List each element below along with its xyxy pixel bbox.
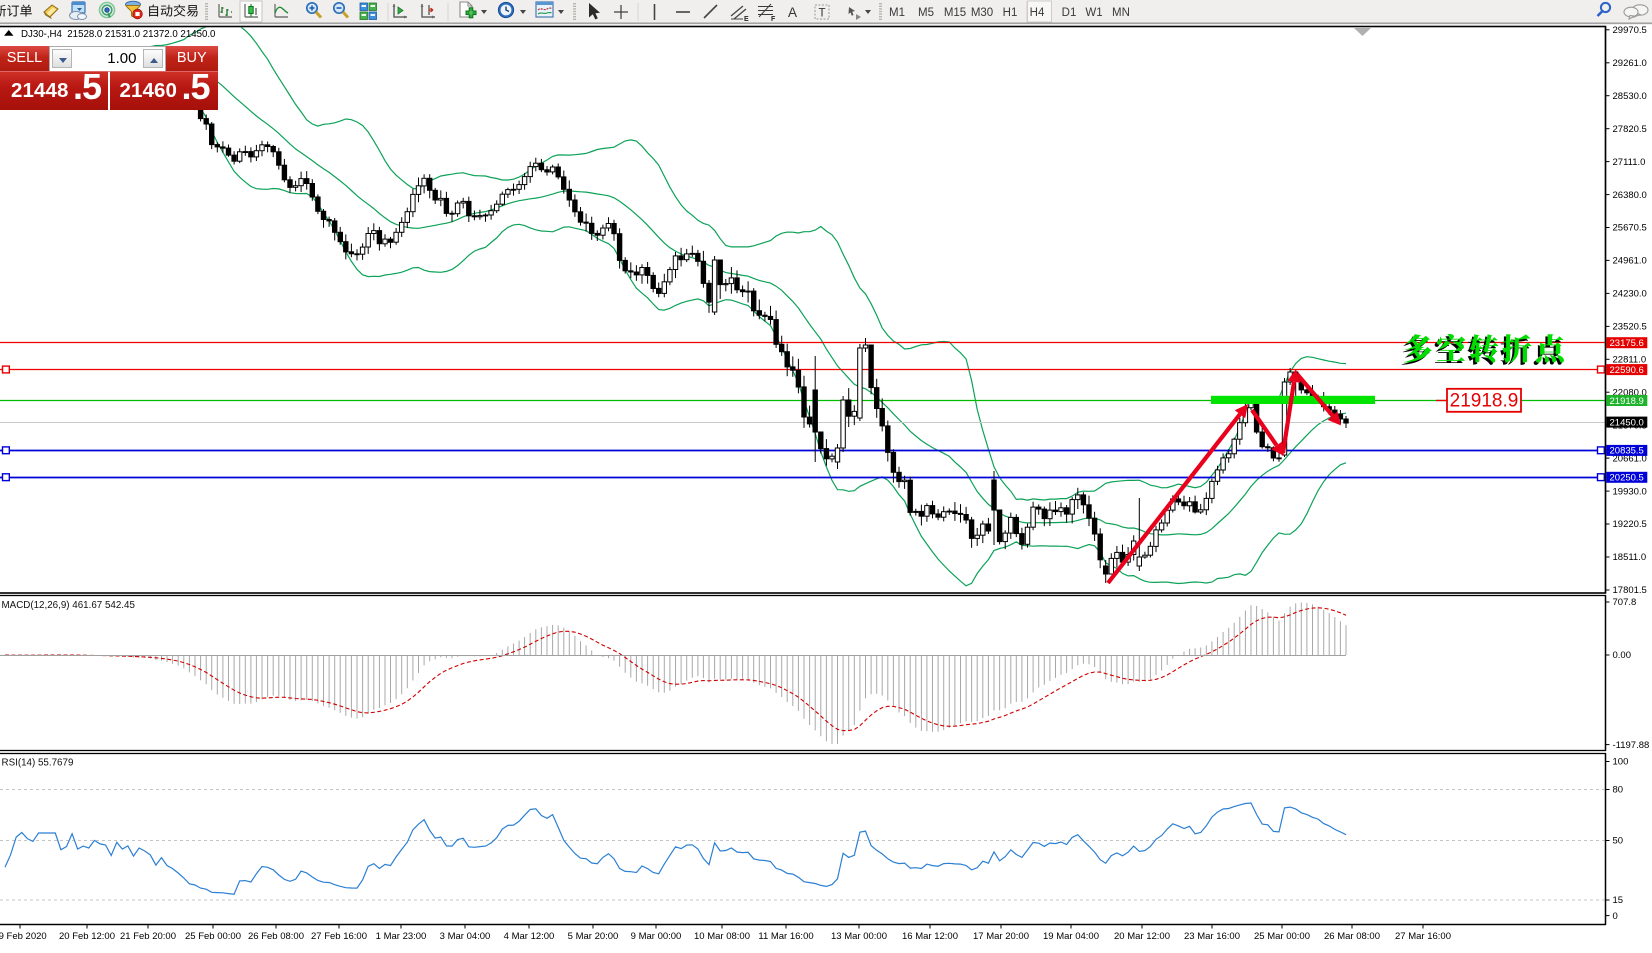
svg-text:H1: H1 xyxy=(1003,7,1018,19)
svg-text:21450.0: 21450.0 xyxy=(1610,417,1644,428)
svg-text:11 Mar 16:00: 11 Mar 16:00 xyxy=(758,931,813,942)
svg-text:19930.0: 19930.0 xyxy=(1613,486,1647,497)
svg-text:21918.9: 21918.9 xyxy=(1610,396,1644,407)
svg-text:19 Feb 2020: 19 Feb 2020 xyxy=(0,931,47,942)
svg-text:26 Mar 08:00: 26 Mar 08:00 xyxy=(1324,931,1380,942)
svg-text:50: 50 xyxy=(1613,836,1624,847)
svg-text:10 Mar 08:00: 10 Mar 08:00 xyxy=(694,931,750,942)
svg-text:F: F xyxy=(771,16,776,23)
svg-text:21 Feb 20:00: 21 Feb 20:00 xyxy=(120,931,176,942)
svg-text:D1: D1 xyxy=(1062,7,1077,19)
svg-text:80: 80 xyxy=(1613,785,1624,796)
svg-text:20 Mar 12:00: 20 Mar 12:00 xyxy=(1114,931,1170,942)
svg-text:29970.5: 29970.5 xyxy=(1613,25,1647,36)
svg-text:-1197.88: -1197.88 xyxy=(1613,740,1650,751)
svg-text:MN: MN xyxy=(1112,7,1130,19)
svg-text:9 Mar 00:00: 9 Mar 00:00 xyxy=(631,931,682,942)
svg-text:19220.5: 19220.5 xyxy=(1613,519,1647,530)
svg-text:M30: M30 xyxy=(971,7,993,19)
svg-text:W1: W1 xyxy=(1085,7,1102,19)
svg-text:20835.5: 20835.5 xyxy=(1610,446,1644,457)
svg-text:0: 0 xyxy=(1613,911,1618,922)
svg-text:MACD(12,26,9) 461.67 542.45: MACD(12,26,9) 461.67 542.45 xyxy=(2,600,136,611)
svg-text:H4: H4 xyxy=(1030,7,1045,19)
svg-text:RSI(14) 55.7679: RSI(14) 55.7679 xyxy=(2,758,74,769)
svg-text:15: 15 xyxy=(1613,895,1624,906)
svg-text:707.8: 707.8 xyxy=(1613,597,1637,608)
svg-text:27820.5: 27820.5 xyxy=(1613,124,1647,135)
svg-text:23 Mar 16:00: 23 Mar 16:00 xyxy=(1184,931,1240,942)
svg-text:16 Mar 12:00: 16 Mar 12:00 xyxy=(902,931,958,942)
svg-text:13 Mar 00:00: 13 Mar 00:00 xyxy=(831,931,887,942)
svg-text:A: A xyxy=(788,5,797,20)
svg-text:23520.5: 23520.5 xyxy=(1613,322,1647,333)
svg-text:20661.0: 20661.0 xyxy=(1613,453,1647,464)
svg-text:27 Feb 16:00: 27 Feb 16:00 xyxy=(311,931,367,942)
svg-text:21918.9: 21918.9 xyxy=(1450,391,1519,412)
svg-text:25670.5: 25670.5 xyxy=(1613,223,1647,234)
svg-text:20 Feb 12:00: 20 Feb 12:00 xyxy=(59,931,115,942)
svg-text:26 Feb 08:00: 26 Feb 08:00 xyxy=(248,931,304,942)
svg-text:17 Mar 20:00: 17 Mar 20:00 xyxy=(973,931,1029,942)
svg-text:DJ30-,H4 21528.0 21531.0 2137: DJ30-,H4 21528.0 21531.0 21372.0 21450.0 xyxy=(21,29,216,40)
svg-text:22811.0: 22811.0 xyxy=(1613,355,1647,366)
svg-text:19 Mar 04:00: 19 Mar 04:00 xyxy=(1043,931,1099,942)
svg-text:100: 100 xyxy=(1613,757,1629,768)
svg-text:24230.0: 24230.0 xyxy=(1613,289,1647,300)
svg-text:17801.5: 17801.5 xyxy=(1613,585,1647,596)
svg-text:26380.0: 26380.0 xyxy=(1613,190,1647,201)
svg-text:28530.0: 28530.0 xyxy=(1613,91,1647,102)
svg-text:4 Mar 12:00: 4 Mar 12:00 xyxy=(504,931,555,942)
svg-text:22080.0: 22080.0 xyxy=(1613,387,1647,398)
svg-text:18511.0: 18511.0 xyxy=(1613,552,1647,563)
svg-text:25 Feb 00:00: 25 Feb 00:00 xyxy=(185,931,241,942)
svg-text:M15: M15 xyxy=(944,7,966,19)
svg-text:1 Mar 23:00: 1 Mar 23:00 xyxy=(376,931,427,942)
svg-text:0.00: 0.00 xyxy=(1613,650,1632,661)
svg-text:23175.6: 23175.6 xyxy=(1610,338,1644,349)
svg-text:5 Mar 20:00: 5 Mar 20:00 xyxy=(568,931,619,942)
svg-text:E: E xyxy=(744,16,749,23)
svg-text:29261.0: 29261.0 xyxy=(1613,58,1647,69)
svg-text:T: T xyxy=(819,8,826,20)
svg-text:22590.6: 22590.6 xyxy=(1610,365,1644,376)
svg-text:25 Mar 00:00: 25 Mar 00:00 xyxy=(1254,931,1310,942)
svg-text:3 Mar 04:00: 3 Mar 04:00 xyxy=(440,931,491,942)
svg-text:20250.5: 20250.5 xyxy=(1610,473,1644,484)
svg-text:24961.0: 24961.0 xyxy=(1613,256,1647,267)
svg-text:M1: M1 xyxy=(889,7,905,19)
svg-text:M5: M5 xyxy=(918,7,934,19)
svg-text:27 Mar 16:00: 27 Mar 16:00 xyxy=(1395,931,1451,942)
svg-text:27111.0: 27111.0 xyxy=(1613,157,1646,168)
